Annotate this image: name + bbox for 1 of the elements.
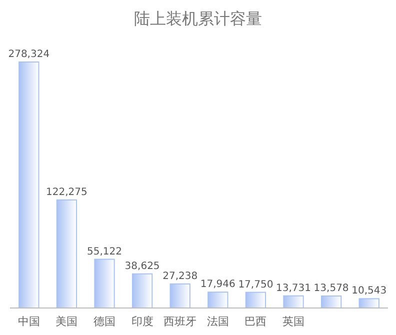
title: 陆上装机累计容量 bbox=[134, 9, 262, 28]
